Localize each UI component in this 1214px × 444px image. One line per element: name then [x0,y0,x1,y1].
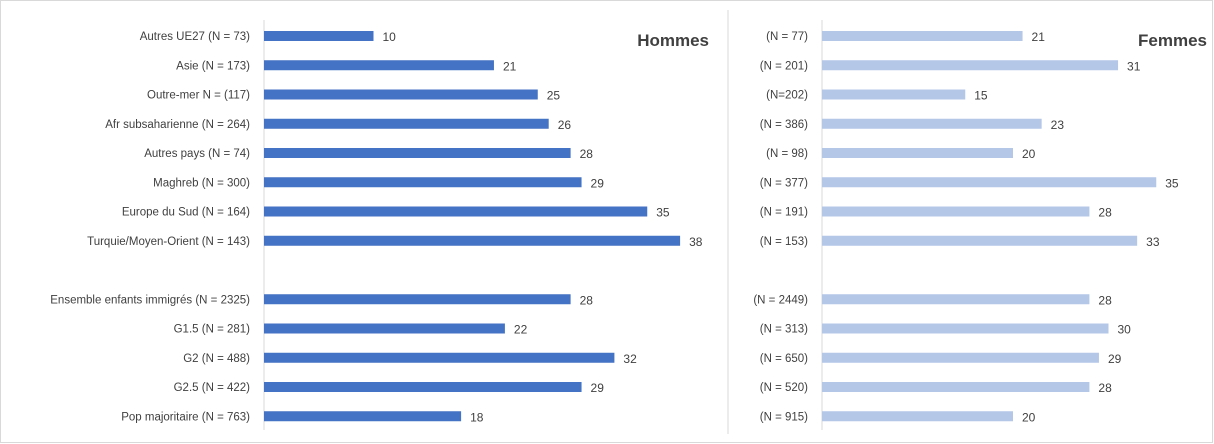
data-label-femmes: 15 [974,89,988,103]
data-label-femmes: 33 [1146,235,1160,249]
category-label-hommes: Afr subsaharienne (N = 264) [105,119,250,131]
category-label-femmes: (N = 520) [760,382,808,394]
category-label-femmes: (N = 98) [766,148,808,160]
data-label-hommes: 22 [514,323,528,337]
data-label-hommes: 18 [470,410,484,424]
data-label-hommes: 28 [580,147,594,161]
bar-femmes [822,235,1138,246]
category-label-femmes: (N = 201) [760,60,808,72]
bar-hommes [264,382,582,392]
bar-femmes [822,323,1109,334]
data-label-hommes: 21 [503,59,517,73]
bar-femmes [822,31,1023,41]
category-label-femmes: (N = 650) [760,353,808,365]
bars-femmes [822,31,1157,422]
data-label-hommes: 38 [689,235,703,249]
category-label-femmes: (N = 915) [760,411,808,423]
category-label-hommes: Autres pays (N = 74) [144,148,250,160]
bar-hommes [264,31,374,41]
panel-femmes: Femmes (N = 77) (N = 201) (N=202) (N = 386)… [753,20,1207,430]
bar-hommes [264,148,571,158]
data-label-hommes: 28 [580,293,594,307]
bar-hommes [264,177,582,188]
data-label-femmes: 23 [1051,118,1065,132]
category-label-hommes: Pop majoritaire (N = 763) [121,411,250,423]
category-label-femmes: (N = 386) [760,119,808,131]
category-label-hommes: Outre-mer N = (117) [147,90,250,102]
bar-femmes [822,411,1013,422]
data-label-hommes: 32 [623,352,637,366]
data-label-femmes: 28 [1098,381,1112,395]
bar-femmes [822,294,1090,305]
category-label-femmes: (N = 77) [766,31,808,43]
bar-femmes [822,177,1157,188]
data-label-femmes: 28 [1098,206,1112,220]
bar-hommes [264,206,648,217]
panel-hommes: Hommes Autres UE27 (N = 73) Asie (N = 173… [50,20,709,430]
chart-title-femmes: Femmes [1138,31,1207,50]
category-label-femmes: (N = 153) [760,236,808,248]
data-label-femmes: 35 [1165,176,1179,190]
data-label-hommes: 25 [547,89,561,103]
data-label-femmes: 20 [1022,147,1036,161]
category-label-hommes: Maghreb (N = 300) [153,177,250,189]
data-label-hommes: 10 [383,30,397,44]
bar-femmes [822,148,1013,158]
bar-femmes [822,118,1042,129]
data-label-femmes: 20 [1022,410,1036,424]
bar-femmes [822,352,1099,363]
data-label-hommes: 35 [656,206,670,220]
category-label-femmes: (N = 313) [760,324,808,336]
bar-hommes [264,89,538,100]
category-label-hommes: Ensemble enfants immigrés (N = 2325) [50,294,250,306]
category-label-femmes: (N = 377) [760,177,808,189]
category-label-femmes: (N=202) [766,90,808,102]
data-label-femmes: 29 [1108,352,1122,366]
bar-femmes [822,206,1090,217]
data-label-femmes: 21 [1032,30,1046,44]
bar-hommes [264,60,494,71]
data-label-femmes: 30 [1118,323,1132,337]
bar-hommes [264,235,681,246]
chart-title-hommes: Hommes [637,31,709,50]
bar-femmes [822,89,966,100]
data-label-femmes: 28 [1098,293,1112,307]
bar-hommes [264,118,549,129]
data-labels-hommes: 10 21 25 26 28 29 35 38 28 22 32 29 18 [383,30,703,424]
category-label-hommes: G2.5 (N = 422) [174,382,251,394]
data-label-hommes: 29 [591,176,605,190]
category-label-femmes: (N = 191) [760,207,808,219]
data-label-femmes: 31 [1127,59,1141,73]
bar-hommes [264,352,615,363]
data-labels-femmes: 21 31 15 23 20 35 28 33 28 30 29 28 20 [974,30,1179,424]
bars-hommes [264,31,681,422]
category-labels-hommes: Autres UE27 (N = 73) Asie (N = 173) Outre-… [50,31,250,423]
category-label-hommes: G1.5 (N = 281) [174,324,251,336]
bar-femmes [822,60,1119,71]
bar-hommes [264,323,505,334]
category-label-hommes: Autres UE27 (N = 73) [140,31,250,43]
category-label-hommes: Turquie/Moyen-Orient (N = 143) [87,236,250,248]
category-labels-femmes: (N = 77) (N = 201) (N=202) (N = 386) (N = 98… [753,31,808,423]
bar-hommes [264,294,571,305]
category-label-hommes: Europe du Sud (N = 164) [122,207,250,219]
bar-femmes [822,382,1090,392]
data-label-hommes: 29 [591,381,605,395]
category-label-hommes: Asie (N = 173) [176,60,250,72]
data-label-hommes: 26 [558,118,572,132]
category-label-femmes: (N = 2449) [753,294,808,306]
bar-hommes [264,411,462,422]
category-label-hommes: G2 (N = 488) [183,353,250,365]
